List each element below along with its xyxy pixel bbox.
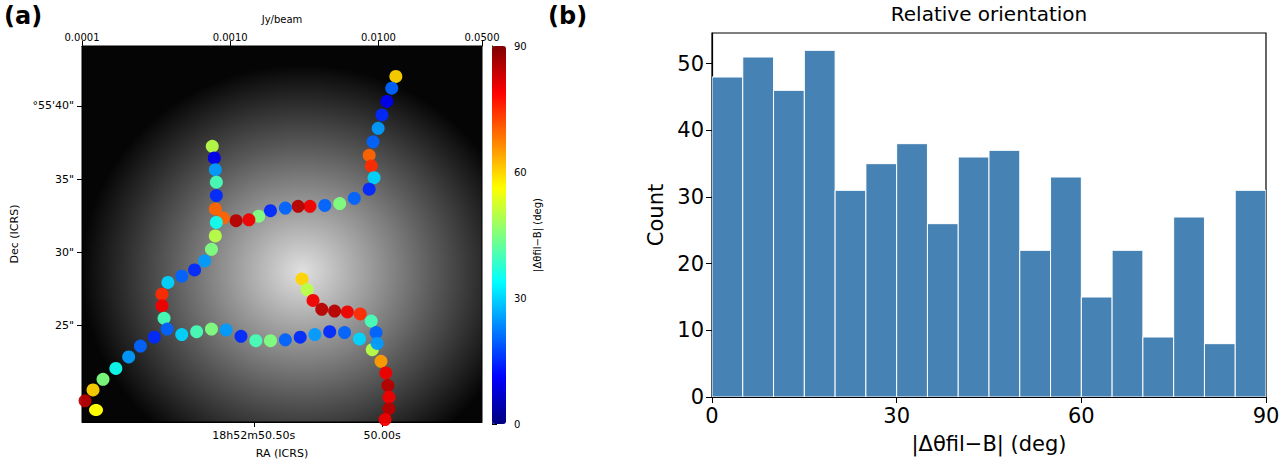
svg-text:(b): (b) bbox=[548, 2, 587, 30]
svg-text:20: 20 bbox=[677, 252, 704, 276]
svg-text:|Δθfil−B| (deg): |Δθfil−B| (deg) bbox=[532, 198, 544, 272]
svg-text:|Δθfil−B| (deg): |Δθfil−B| (deg) bbox=[911, 432, 1066, 457]
svg-text:Dec (ICRS): Dec (ICRS) bbox=[8, 205, 21, 264]
svg-text:10: 10 bbox=[677, 318, 704, 342]
svg-text:60: 60 bbox=[514, 167, 527, 178]
svg-text:35": 35" bbox=[55, 173, 74, 186]
svg-text:0.0010: 0.0010 bbox=[213, 32, 248, 43]
svg-text:0.0500: 0.0500 bbox=[465, 32, 500, 43]
svg-text:50: 50 bbox=[677, 52, 704, 76]
svg-text:Count: Count bbox=[644, 184, 668, 246]
svg-text:90: 90 bbox=[1253, 404, 1280, 428]
svg-text:90: 90 bbox=[514, 41, 527, 52]
svg-text:0.0001: 0.0001 bbox=[65, 32, 100, 43]
svg-text:30: 30 bbox=[677, 185, 704, 209]
svg-text:Relative orientation: Relative orientation bbox=[891, 2, 1087, 26]
svg-text:0: 0 bbox=[514, 419, 520, 430]
svg-text:30": 30" bbox=[55, 246, 74, 259]
svg-text:30: 30 bbox=[883, 404, 910, 428]
svg-text:0: 0 bbox=[691, 385, 704, 409]
svg-text:°55'40": °55'40" bbox=[32, 99, 74, 112]
svg-text:Jy/beam: Jy/beam bbox=[261, 14, 303, 25]
svg-text:RA (ICRS): RA (ICRS) bbox=[256, 447, 308, 460]
svg-text:40: 40 bbox=[677, 118, 704, 142]
svg-text:25": 25" bbox=[55, 319, 74, 332]
svg-text:0.0100: 0.0100 bbox=[361, 32, 396, 43]
svg-text:50.00s: 50.00s bbox=[363, 429, 400, 442]
svg-text:18h52m50.50s: 18h52m50.50s bbox=[212, 429, 295, 442]
svg-text:60: 60 bbox=[1068, 404, 1095, 428]
svg-text:(a): (a) bbox=[4, 2, 42, 30]
svg-text:0: 0 bbox=[705, 404, 718, 428]
svg-text:30: 30 bbox=[514, 293, 527, 304]
